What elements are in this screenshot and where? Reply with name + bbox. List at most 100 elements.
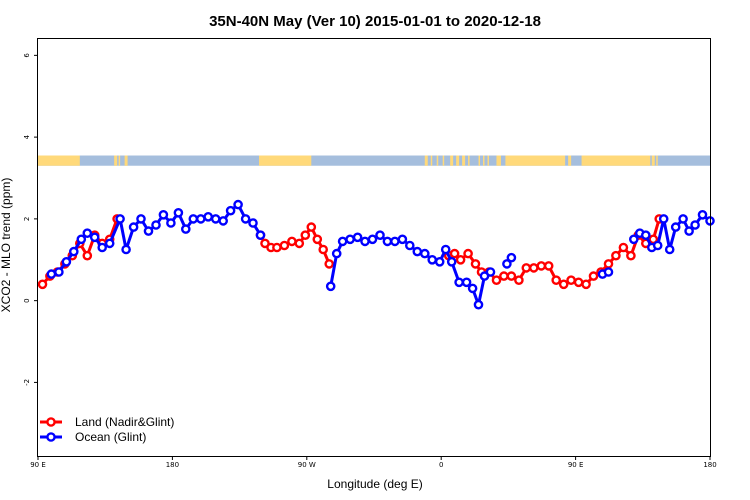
- x-tick-label: 180: [703, 461, 716, 469]
- data-point-ocean: [255, 230, 266, 240]
- y-tick-label: 4: [23, 134, 31, 139]
- data-point-ocean: [367, 234, 378, 245]
- land-band: [38, 155, 80, 166]
- series-ocean: [46, 199, 715, 310]
- data-point-ocean: [121, 244, 131, 255]
- data-point-ocean: [382, 236, 393, 247]
- data-point-ocean: [143, 226, 154, 236]
- data-point-ocean: [173, 207, 184, 218]
- data-point-ocean: [670, 222, 681, 232]
- data-point-ocean: [325, 281, 336, 292]
- data-point-ocean: [684, 226, 694, 236]
- data-point-land: [279, 240, 290, 251]
- data-point-ocean: [664, 244, 675, 255]
- data-point-ocean: [210, 214, 221, 224]
- data-point-land: [648, 234, 659, 245]
- data-point-land: [37, 279, 48, 290]
- data-point-land: [506, 271, 517, 281]
- land-band: [124, 155, 128, 166]
- x-tick-label: 0: [439, 461, 443, 469]
- land-band: [483, 155, 485, 166]
- data-point-land: [287, 236, 297, 247]
- data-point-ocean: [454, 277, 464, 288]
- data-point-ocean: [225, 205, 236, 216]
- data-point-ocean: [690, 220, 700, 230]
- data-point-ocean: [345, 234, 355, 245]
- data-point-ocean: [158, 209, 169, 220]
- data-point-ocean: [61, 256, 72, 267]
- data-point-ocean: [485, 267, 496, 277]
- data-point-ocean: [697, 209, 708, 220]
- data-point-ocean: [203, 211, 213, 222]
- data-point-land: [543, 261, 554, 271]
- data-point-ocean: [331, 248, 342, 259]
- data-point-land: [573, 277, 584, 288]
- legend-marker-ocean: [46, 432, 56, 442]
- data-point-ocean: [440, 244, 451, 255]
- land-ocean-strip: [38, 155, 710, 166]
- data-point-ocean: [166, 218, 176, 228]
- data-point-ocean: [412, 246, 423, 257]
- data-point-land: [300, 230, 311, 240]
- chart-title: 35N-40N May (Ver 10) 2015-01-01 to 2020-…: [209, 13, 541, 30]
- data-point-land: [324, 259, 335, 269]
- x-tick-label: 90 W: [298, 461, 316, 469]
- data-point-ocean: [641, 230, 651, 240]
- data-point-land: [449, 248, 460, 259]
- data-point-ocean: [218, 216, 228, 226]
- land-band: [450, 155, 454, 166]
- land-band: [478, 155, 481, 166]
- plot-frame: [37, 38, 711, 457]
- data-point-ocean: [46, 269, 57, 279]
- y-axis: -2 0 2 4 6: [23, 53, 38, 386]
- data-point-land: [463, 248, 473, 259]
- land-band: [442, 155, 445, 166]
- data-point-ocean: [629, 234, 639, 245]
- data-point-ocean: [678, 214, 688, 224]
- land-band: [114, 155, 118, 166]
- data-point-ocean: [434, 256, 445, 267]
- data-point-land: [603, 259, 614, 269]
- data-point-land: [618, 242, 629, 253]
- data-point-land: [318, 244, 329, 255]
- data-point-ocean: [76, 234, 87, 245]
- y-tick-label: -2: [23, 379, 31, 386]
- data-point-land: [566, 275, 576, 286]
- data-point-ocean: [136, 214, 146, 224]
- data-point-ocean: [248, 218, 258, 228]
- x-tick-label: 90 E: [30, 461, 46, 469]
- data-point-land: [529, 263, 539, 273]
- land-band: [496, 155, 501, 166]
- data-point-ocean: [360, 236, 370, 247]
- data-point-land: [611, 250, 621, 261]
- data-point-ocean: [115, 214, 125, 224]
- data-point-land: [294, 238, 305, 249]
- data-point-land: [626, 250, 636, 261]
- data-point-land: [581, 279, 591, 290]
- data-point-land: [455, 254, 466, 265]
- ocean-band: [38, 155, 710, 166]
- data-point-land: [470, 259, 481, 269]
- land-band: [436, 155, 439, 166]
- data-point-ocean: [375, 230, 385, 240]
- land-band: [568, 155, 572, 166]
- legend-item-land: Land (Nadir&Glint): [40, 415, 174, 429]
- data-point-land: [491, 275, 502, 286]
- legend: Land (Nadir&Glint) Ocean (Glint): [40, 415, 174, 444]
- data-point-land: [536, 261, 547, 271]
- legend-label-ocean: Ocean (Glint): [75, 430, 146, 444]
- data-point-ocean: [104, 238, 115, 249]
- data-point-ocean: [404, 240, 415, 251]
- data-point-ocean: [427, 254, 438, 265]
- data-point-ocean: [461, 277, 472, 288]
- data-point-ocean: [128, 222, 139, 232]
- land-band: [487, 155, 489, 166]
- data-point-land: [558, 279, 569, 290]
- series-layer: [37, 199, 715, 310]
- y-axis-label: XCO2 - MLO trend (ppm): [0, 178, 13, 313]
- land-band: [462, 155, 466, 166]
- y-tick-label: 6: [23, 53, 31, 58]
- data-point-ocean: [603, 267, 614, 277]
- land-band: [118, 155, 121, 166]
